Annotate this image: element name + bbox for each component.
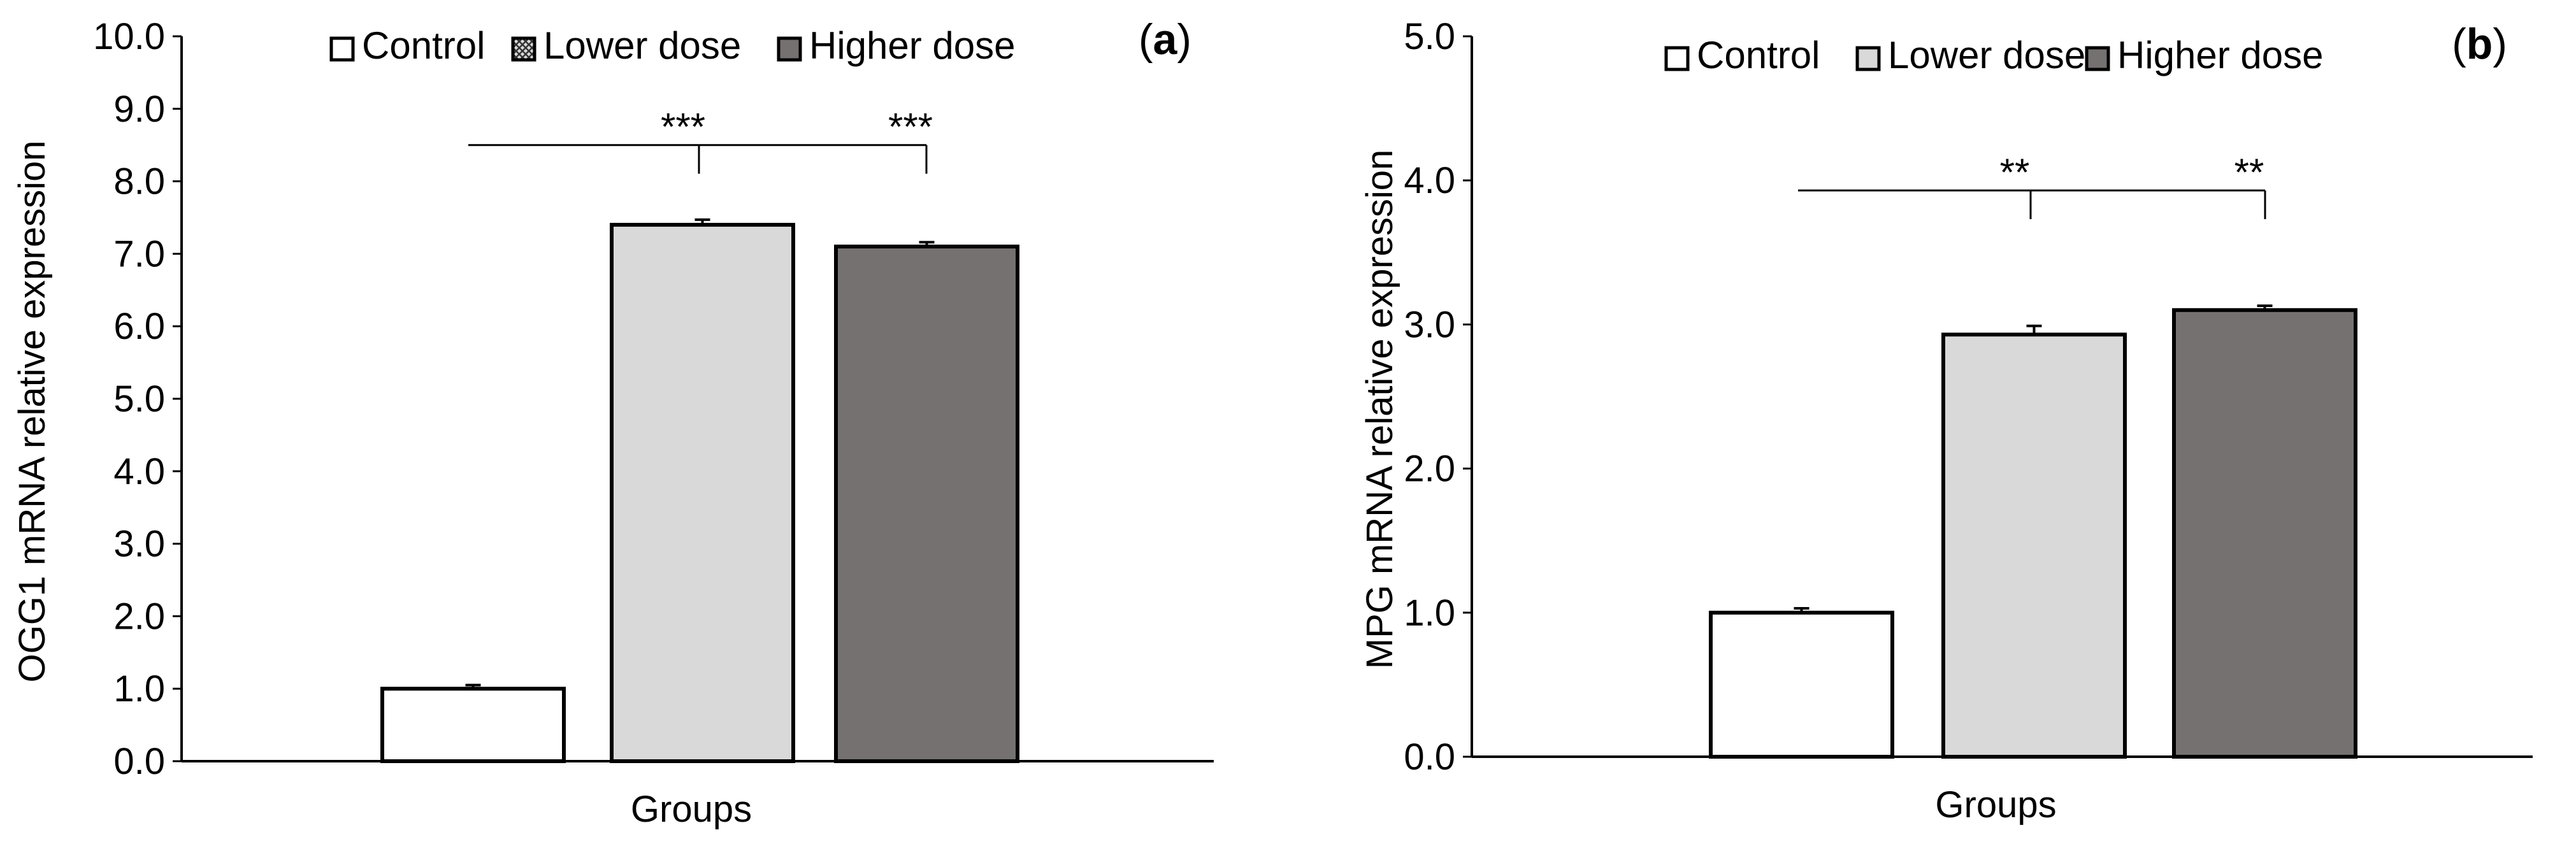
bar-lower-dose <box>1943 334 2125 757</box>
legend-swatch <box>329 36 355 62</box>
x-axis-title: Groups <box>1935 784 2056 826</box>
legend-label: Higher dose <box>2117 34 2324 76</box>
y-tick-label: 8.0 <box>113 161 165 203</box>
significance-label: ** <box>2234 151 2264 194</box>
y-tick-label: 5.0 <box>1404 16 1455 57</box>
panel-label: (a) <box>1139 15 1191 64</box>
y-axis-title: MPG mRNA relative expression <box>1359 150 1400 669</box>
bar-control <box>1711 612 1892 757</box>
bar-control <box>382 689 564 761</box>
y-tick-label: 2.0 <box>1404 448 1455 490</box>
y-tick-label: 4.0 <box>1404 160 1455 201</box>
panel-label: (b) <box>2452 20 2507 68</box>
chart-panel-a: 0.0 1.0 2.0 3.0 4.0 5.0 6.0 7.0 8.0 9.0 10.0 Groups… <box>11 15 1214 830</box>
y-tick-label: 1.0 <box>113 668 165 710</box>
significance-label: ** <box>2000 151 2030 194</box>
y-tick-label: 10.0 <box>93 16 165 57</box>
y-tick-label: 6.0 <box>113 306 165 347</box>
bar-higher-dose <box>2174 310 2356 757</box>
bar-lower-dose <box>612 224 793 761</box>
y-tick-label: 2.0 <box>113 596 165 637</box>
significance-label: *** <box>888 106 933 148</box>
legend-label: Control <box>362 24 485 67</box>
y-tick-label: 3.0 <box>113 524 165 565</box>
legend-swatch <box>1855 46 1881 71</box>
y-tick-label: 0.0 <box>1404 736 1455 778</box>
legend-label: Lower dose <box>543 24 741 67</box>
x-axis-title: Groups <box>631 789 752 830</box>
legend-swatch <box>2085 46 2110 71</box>
legend-label: Lower dose <box>1888 34 2085 76</box>
y-tick-label: 3.0 <box>1404 304 1455 345</box>
legend-label: Control <box>1697 34 1820 76</box>
significance-label: *** <box>661 106 705 148</box>
y-tick-label: 4.0 <box>113 451 165 492</box>
legend-swatch <box>1664 46 1690 71</box>
y-axis-title: OGG1 mRNA relative expression <box>11 141 53 683</box>
y-tick-label: 9.0 <box>113 89 165 130</box>
chart-panel-b: 0.0 1.0 2.0 3.0 4.0 5.0 Groups MPG mRNA relativ… <box>1359 16 2533 826</box>
legend-swatch <box>511 36 536 62</box>
y-tick-label: 5.0 <box>113 378 165 420</box>
bar-higher-dose <box>836 247 1018 761</box>
y-tick-label: 0.0 <box>113 741 165 782</box>
legend-label: Higher dose <box>809 24 1016 67</box>
y-tick-label: 7.0 <box>113 233 165 275</box>
y-tick-label: 1.0 <box>1404 592 1455 634</box>
legend-swatch <box>777 36 802 62</box>
